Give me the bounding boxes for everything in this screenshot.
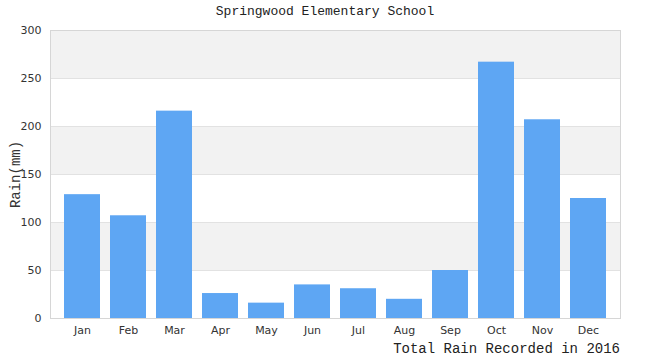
svg-text:Jul: Jul <box>351 324 365 337</box>
html-text:Total Rain Recorded in 2016: Total Rain Recorded in 2016 <box>393 341 620 357</box>
svg-text:300: 300 <box>21 24 42 37</box>
svg-text:150: 150 <box>20 168 42 181</box>
svg-text:Dec: Dec <box>578 324 599 337</box>
svg-text:Aug: Aug <box>394 324 415 337</box>
svg-text:Mar: Mar <box>164 324 185 337</box>
svg-text:Feb: Feb <box>119 324 138 337</box>
svg-text:Apr: Apr <box>211 324 231 337</box>
svg-text:Rain(mm): Rain(mm) <box>8 141 24 208</box>
svg-text:50: 50 <box>28 264 42 277</box>
svg-text:May: May <box>255 324 278 337</box>
html-text:Springwood Elementary School: Springwood Elementary School <box>215 4 435 19</box>
svg-text:200: 200 <box>21 120 42 133</box>
svg-text:Jun: Jun <box>303 324 321 337</box>
svg-text:Sep: Sep <box>440 324 461 337</box>
svg-text:Jan: Jan <box>73 324 91 337</box>
svg-text:250: 250 <box>21 72 42 85</box>
svg-text:Nov: Nov <box>532 324 554 337</box>
svg-text:Oct: Oct <box>487 324 507 337</box>
svg-text:100: 100 <box>21 216 42 229</box>
svg-text:0: 0 <box>35 312 42 325</box>
